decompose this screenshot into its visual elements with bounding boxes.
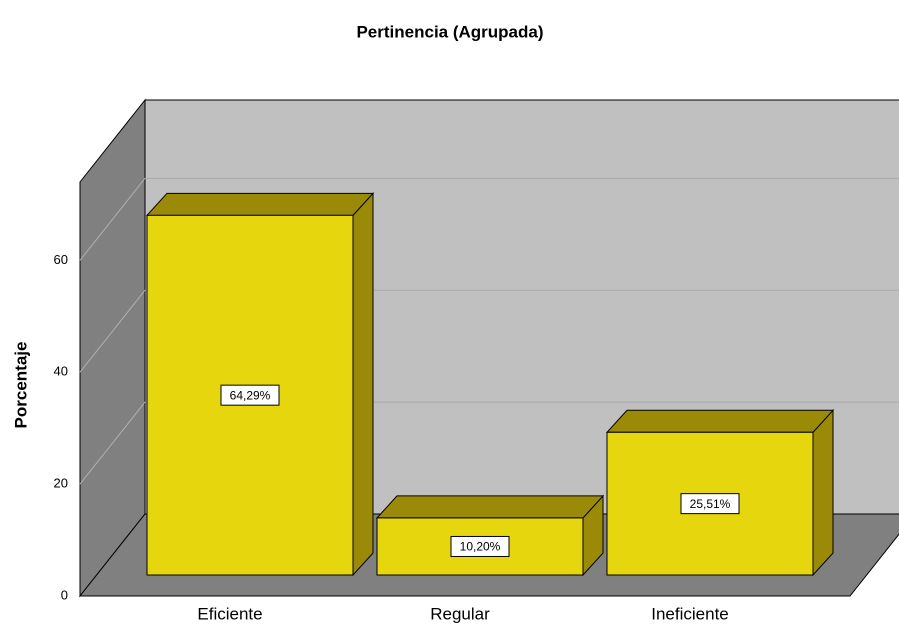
value-label: 25,51% <box>690 497 731 511</box>
grid-line <box>79 401 146 485</box>
bar-top <box>375 495 605 519</box>
x-tick-label: Regular <box>430 604 490 623</box>
y-tick-label: 60 <box>54 252 68 267</box>
x-tick-label: Ineficiente <box>651 604 729 623</box>
value-label-box <box>680 493 740 515</box>
bar <box>376 517 584 576</box>
bar-side <box>352 192 374 577</box>
y-tick-label: 20 <box>54 476 68 491</box>
bar-top <box>145 192 375 216</box>
x-tick-label: Eficiente <box>197 604 262 623</box>
value-label-box <box>220 384 280 406</box>
bar-top <box>605 409 835 433</box>
left-wall <box>79 98 146 598</box>
y-tick-label: 0 <box>61 587 68 602</box>
value-label: 10,20% <box>460 540 501 554</box>
bar-side <box>812 408 834 577</box>
grid-line <box>79 178 146 261</box>
y-tick-label: 40 <box>54 364 68 379</box>
grid-line <box>79 289 146 373</box>
y-axis-label: Porcentaje <box>11 342 30 429</box>
value-label: 64,29% <box>230 388 271 402</box>
value-label-box <box>450 535 510 557</box>
chart-title: Pertinencia (Agrupada) <box>356 22 543 41</box>
